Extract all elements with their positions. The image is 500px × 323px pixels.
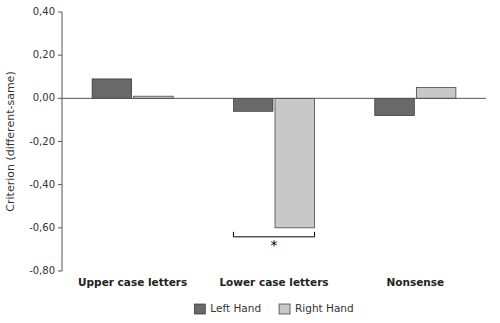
annotation: *: [271, 237, 278, 253]
bar: [275, 98, 315, 228]
category-label: Nonsense: [386, 276, 444, 288]
y-tick-label: 0,00: [33, 92, 55, 103]
category-label: Upper case letters: [78, 276, 187, 288]
legend-label: Left Hand: [210, 302, 261, 314]
y-tick-label: -0,20: [29, 136, 55, 147]
y-tick-label: 0,40: [33, 6, 55, 17]
y-tick: [58, 98, 62, 99]
y-tick: [58, 55, 62, 56]
y-tick: [58, 227, 62, 228]
bar: [92, 79, 132, 98]
legend-label: Right Hand: [295, 302, 354, 314]
bar: [416, 88, 456, 99]
y-tick: [58, 184, 62, 185]
y-tick-label: -0,80: [29, 265, 55, 276]
x-axis: [62, 98, 486, 99]
y-tick-label: -0,40: [29, 179, 55, 190]
bars: [92, 79, 456, 228]
bar: [375, 98, 415, 115]
category-label: Lower case letters: [219, 276, 328, 288]
bar: [233, 98, 273, 111]
y-axis-label: Criterion (different-same): [4, 71, 17, 211]
y-tick-label: 0,20: [33, 49, 55, 60]
legend: Left Hand Right Hand: [194, 302, 353, 314]
y-tick: [58, 271, 62, 272]
y-tick: [58, 141, 62, 142]
y-tick-label: -0,60: [29, 222, 55, 233]
legend-swatch: [279, 304, 290, 314]
legend-item: Right Hand: [279, 302, 354, 314]
legend-item: Left Hand: [194, 302, 261, 314]
legend-swatch: [194, 304, 205, 314]
y-tick: [58, 12, 62, 13]
